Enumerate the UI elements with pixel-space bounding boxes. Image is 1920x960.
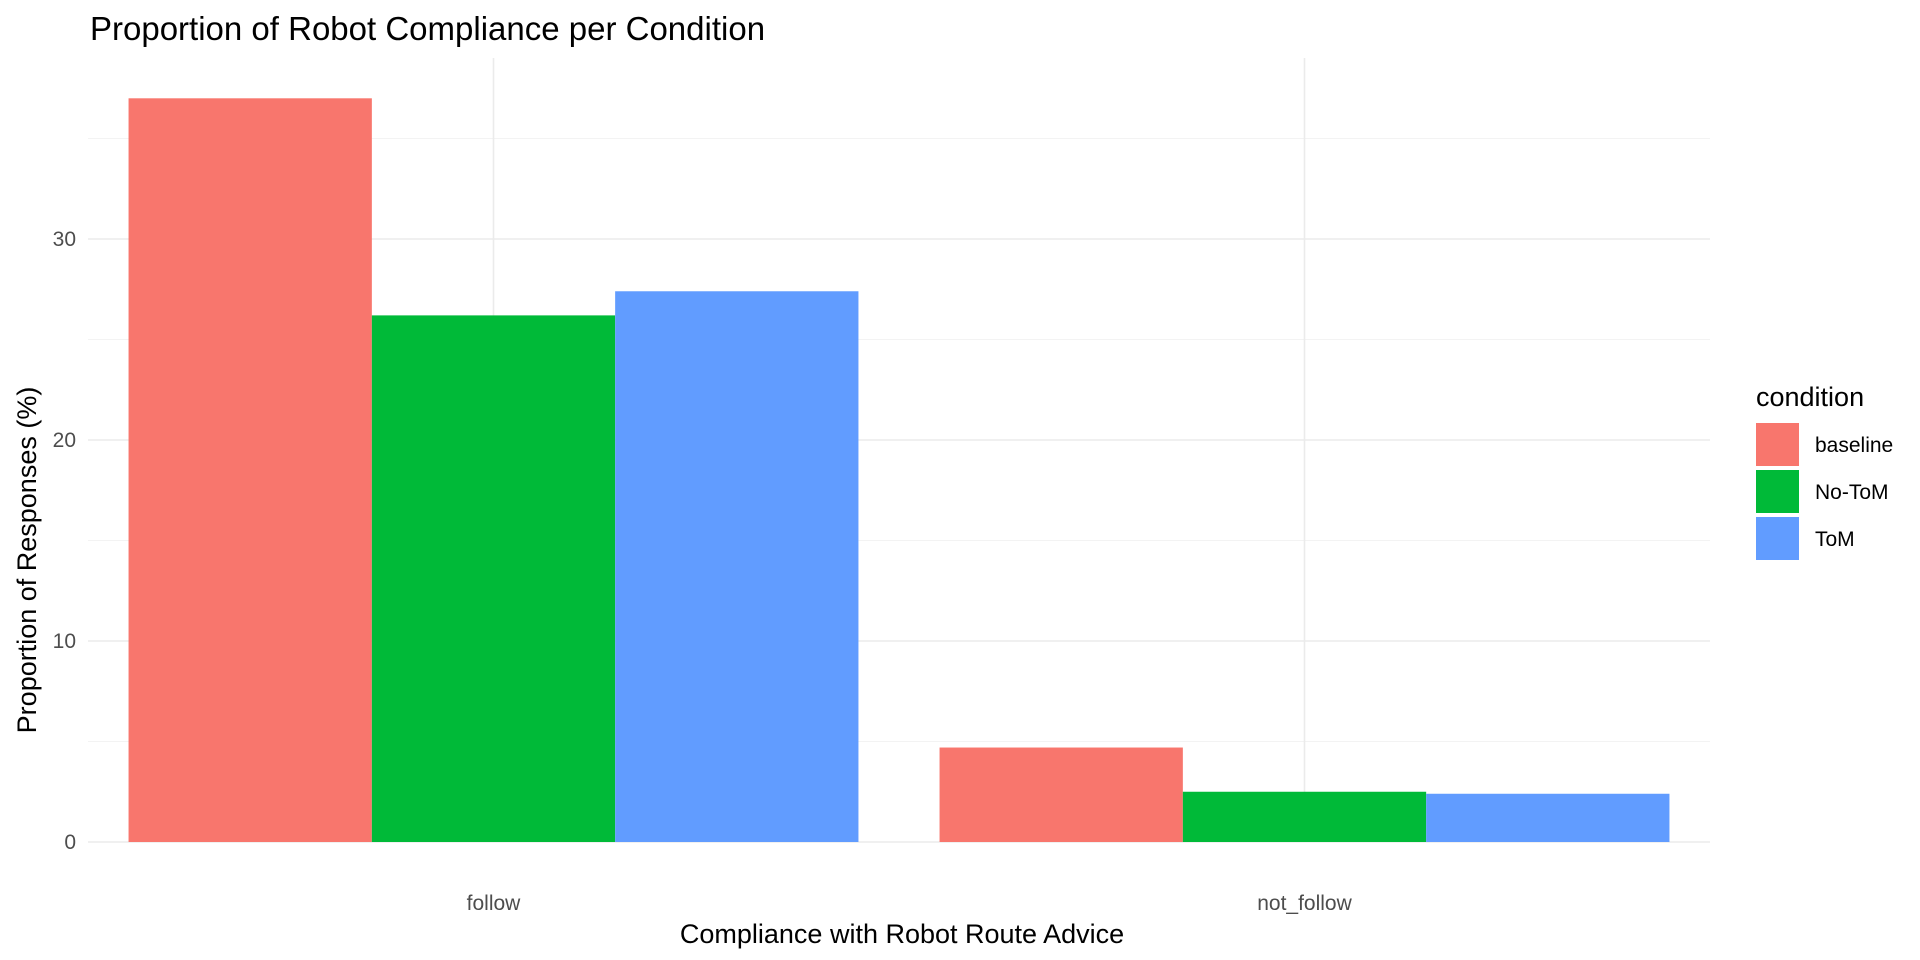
x-axis-ticks: follow not_follow <box>467 892 1353 915</box>
legend-label: No-ToM <box>1815 481 1889 504</box>
y-axis-title: Proportion of Responses (%) <box>12 387 42 734</box>
chart-title: Proportion of Robot Compliance per Condi… <box>90 10 765 47</box>
legend-key-No-ToM <box>1756 470 1799 513</box>
x-axis-title: Compliance with Robot Route Advice <box>680 919 1124 949</box>
bar-No-ToM-not_follow <box>1182 791 1427 842</box>
bars <box>128 98 1670 843</box>
legend-label: baseline <box>1815 434 1893 457</box>
legend: condition baseline No-ToM ToM <box>1756 382 1893 560</box>
y-tick-label: 0 <box>64 831 76 854</box>
y-tick-label: 30 <box>53 228 76 251</box>
y-axis-ticks: 0 10 20 30 <box>53 228 76 854</box>
bar-baseline-not_follow <box>939 747 1183 842</box>
bar-No-ToM-follow <box>371 315 616 842</box>
bar-ToM-follow <box>615 291 859 842</box>
x-tick-label: follow <box>467 892 522 915</box>
bar-ToM-not_follow <box>1426 793 1670 842</box>
y-tick-label: 20 <box>53 429 76 452</box>
legend-key-baseline <box>1756 423 1799 466</box>
legend-label: ToM <box>1815 528 1855 551</box>
x-tick-label: not_follow <box>1257 892 1352 915</box>
legend-key-ToM <box>1756 517 1799 560</box>
y-tick-label: 10 <box>53 630 76 653</box>
bar-baseline-follow <box>128 98 372 843</box>
legend-title: condition <box>1756 382 1864 412</box>
